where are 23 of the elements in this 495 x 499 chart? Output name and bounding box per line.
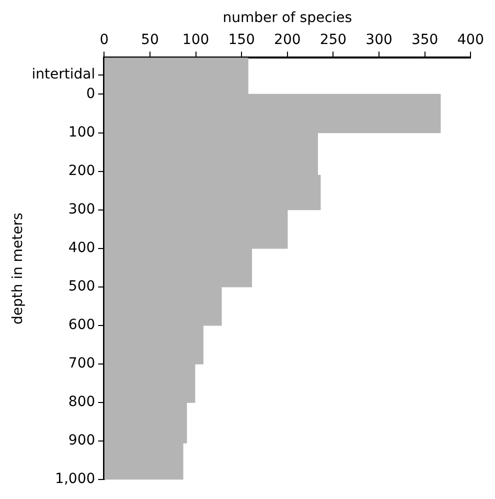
y-tick-label: 500 xyxy=(68,278,96,295)
y-tick-label: 700 xyxy=(68,356,96,372)
x-tick-label: 300 xyxy=(366,32,392,48)
x-tick-label: 250 xyxy=(320,32,347,48)
y-tick-label: 300 xyxy=(68,201,96,218)
y-tick-label: 600 xyxy=(68,317,96,334)
y-tick-label: 800 xyxy=(68,394,96,410)
y-tick-label: 900 xyxy=(68,432,96,449)
y-axis-title: depth in meters xyxy=(10,212,26,325)
y-tick-label: 100 xyxy=(68,124,96,140)
y-tick-label: 1,000 xyxy=(55,471,96,488)
x-tick-label: 400 xyxy=(457,32,484,48)
x-tick-label: 150 xyxy=(228,32,255,48)
x-tick-label: 350 xyxy=(411,32,438,48)
y-tick-label: 200 xyxy=(68,162,96,179)
y-tick-label: intertidal xyxy=(32,66,96,83)
x-tick-label: 100 xyxy=(182,32,210,48)
x-tick-label: 0 xyxy=(100,32,109,48)
x-axis-title: number of species xyxy=(222,10,352,26)
x-tick-label: 50 xyxy=(141,32,159,48)
x-tick-label: 200 xyxy=(274,32,301,48)
y-tick-label: 0 xyxy=(86,86,96,102)
y-tick-label: 400 xyxy=(68,240,96,256)
